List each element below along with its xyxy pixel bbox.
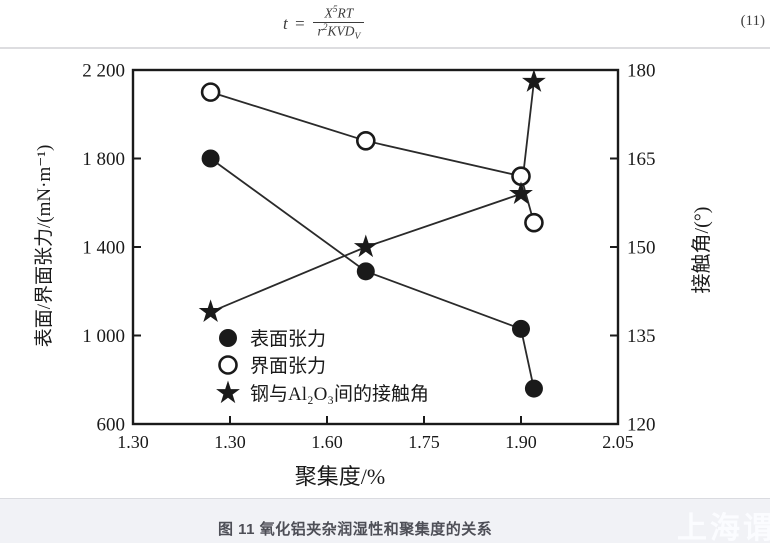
x-tick-label: 1.75 — [408, 432, 440, 452]
y-right-tick-label: 120 — [627, 415, 656, 436]
chart-axis-titles: 表面/界面张力/(mN·m⁻¹) 接触角/(°) 聚集度/% — [33, 145, 713, 489]
filled-circle-marker — [524, 379, 543, 398]
legend-label: 钢与Al₂O₃间的接触角 — [250, 383, 429, 405]
x-axis-title: 聚集度/% — [295, 464, 385, 489]
equation-lhs: t = — [283, 14, 307, 34]
y-left-tick-label: 1 800 — [82, 149, 125, 170]
y-right-tick-label: 180 — [627, 61, 656, 82]
star-marker — [216, 380, 240, 404]
legend-label: 界面张力 — [250, 355, 326, 377]
equation-row: t = X5RT r2KVDV (11) — [0, 0, 770, 47]
filled-circle-marker — [219, 329, 237, 347]
equation-denominator: r2KVDV — [317, 22, 361, 42]
figure-caption: 图 11 氧化铝夹杂润湿性和聚集度的关系 — [218, 521, 493, 538]
open-circle-marker — [355, 131, 376, 151]
filled-circle-marker — [512, 319, 530, 338]
chart-axes: 1.30 1.30 1.60 1.75 1.90 2.05 600 1 000 1 400 1 8… — [82, 61, 655, 453]
y-right-tick-label: 135 — [627, 326, 656, 347]
chart-region: 1.30 1.30 1.60 1.75 1.90 2.05 600 1 000 1 400 1 8… — [0, 49, 770, 498]
filled-circle-marker — [356, 262, 375, 281]
equation-numerator: X5RT — [313, 5, 365, 23]
equation-fraction: X5RT r2KVDV — [313, 5, 365, 43]
series-line-filled-circle — [210, 157, 535, 389]
filled-circle-marker — [201, 149, 220, 168]
y-left-tick-label: 600 — [97, 415, 126, 436]
open-circle-marker — [218, 355, 238, 375]
star-marker — [509, 181, 533, 204]
y-left-tick-label: 1 400 — [82, 238, 125, 259]
caption-strip: 图 11 氧化铝夹杂润湿性和聚集度的关系 上海谓 — [0, 498, 770, 543]
star-marker — [353, 234, 378, 258]
x-tick-label: 1.60 — [311, 432, 343, 452]
x-tick-label: 1.30 — [117, 432, 149, 452]
open-circle-marker — [200, 82, 221, 102]
y-right-tick-label: 165 — [627, 149, 656, 170]
x-tick-label: 1.90 — [505, 432, 537, 452]
equation-number: (11) — [740, 13, 765, 29]
plot-border — [131, 68, 620, 426]
wettability-aggregation-chart: 1.30 1.30 1.60 1.75 1.90 2.05 600 1 000 1 400 1 8… — [33, 61, 713, 490]
equation: t = X5RT r2KVDV — [283, 5, 365, 43]
y-left-tick-label: 1 000 — [82, 326, 125, 347]
series-line-open-circle — [210, 91, 535, 223]
watermark: 上海谓 — [677, 512, 770, 543]
series-line-star — [210, 81, 535, 313]
x-tick-label: 1.30 — [214, 432, 246, 452]
chart-series-lines — [210, 81, 535, 389]
star-marker — [198, 299, 223, 322]
legend-label: 表面张力 — [250, 328, 326, 350]
open-circle-marker — [524, 212, 544, 233]
star-marker — [522, 69, 546, 92]
x-tick-label: 2.05 — [602, 432, 634, 452]
top-divider — [0, 47, 770, 49]
y-axis-title-left: 表面/界面张力/(mN·m⁻¹) — [33, 145, 55, 348]
chart-series-markers — [198, 69, 546, 398]
y-axis-title-right: 接触角/(°) — [690, 207, 713, 294]
y-left-tick-label: 2 200 — [82, 61, 125, 82]
y-right-tick-label: 150 — [627, 238, 656, 259]
